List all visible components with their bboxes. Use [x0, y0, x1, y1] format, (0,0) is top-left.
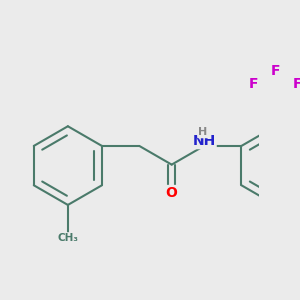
Text: F: F: [271, 64, 280, 78]
Text: O: O: [166, 186, 178, 200]
Text: F: F: [293, 77, 300, 91]
Text: NH: NH: [192, 134, 216, 148]
Text: F: F: [249, 77, 258, 91]
Text: CH₃: CH₃: [57, 233, 78, 243]
Text: H: H: [198, 128, 207, 137]
